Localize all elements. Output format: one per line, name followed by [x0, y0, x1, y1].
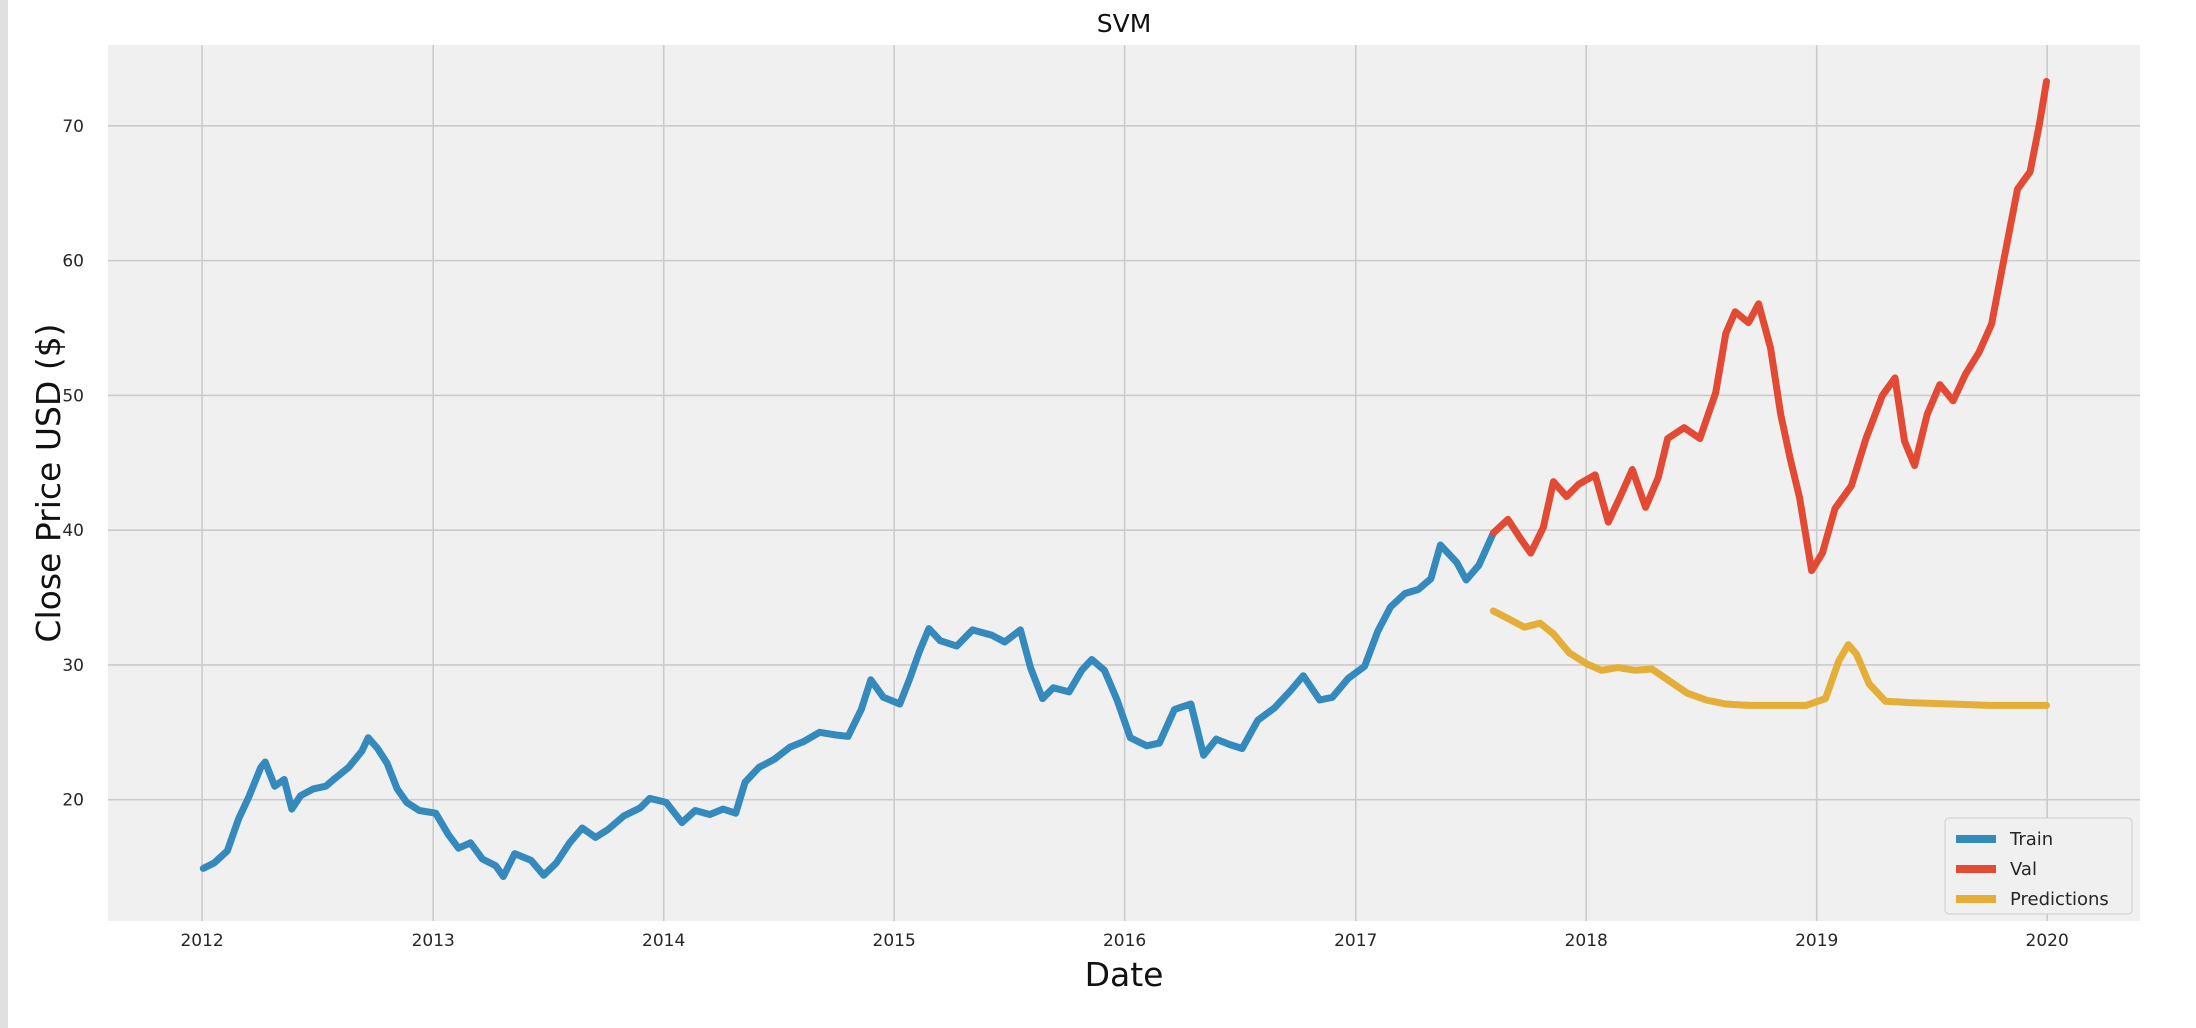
legend-label-val: Val — [2010, 859, 2037, 880]
x-tick-label: 2015 — [873, 931, 916, 951]
y-tick-label: 60 — [62, 252, 84, 272]
legend: Train Val Predictions — [1944, 817, 2133, 915]
x-tick-label: 2013 — [412, 931, 455, 951]
y-tick-label: 30 — [62, 656, 84, 676]
chart-title: SVM — [1097, 9, 1152, 38]
x-tick-label: 2014 — [642, 931, 685, 951]
y-axis-title: Close Price USD ($) — [29, 323, 68, 642]
y-tick-label: 50 — [62, 386, 84, 406]
y-tick-labels: 20 30 40 50 60 70 — [62, 117, 84, 811]
legend-label-predictions: Predictions — [2010, 889, 2109, 910]
y-tick-label: 20 — [62, 791, 84, 811]
y-tick-label: 70 — [62, 117, 84, 137]
x-tick-label: 2019 — [1795, 931, 1838, 951]
x-tick-labels: 2012 2013 2014 2015 2016 2017 2018 2019 2020 — [180, 931, 2068, 951]
series-line-predictions — [1489, 607, 2050, 709]
series-line-val — [1489, 77, 2050, 575]
x-axis-title: Date — [1085, 955, 1164, 994]
x-tick-label: 2016 — [1103, 931, 1146, 951]
series-line-train — [199, 529, 1497, 880]
grid — [108, 45, 2140, 921]
x-tick-label: 2020 — [2026, 931, 2069, 951]
legend-label-train: Train — [2009, 829, 2053, 850]
left-margin-strip — [0, 0, 8, 1028]
y-tick-label: 40 — [62, 521, 84, 541]
series-layer — [199, 77, 2050, 880]
x-tick-label: 2018 — [1565, 931, 1608, 951]
x-tick-label: 2017 — [1334, 931, 1377, 951]
x-tick-label: 2012 — [180, 931, 223, 951]
